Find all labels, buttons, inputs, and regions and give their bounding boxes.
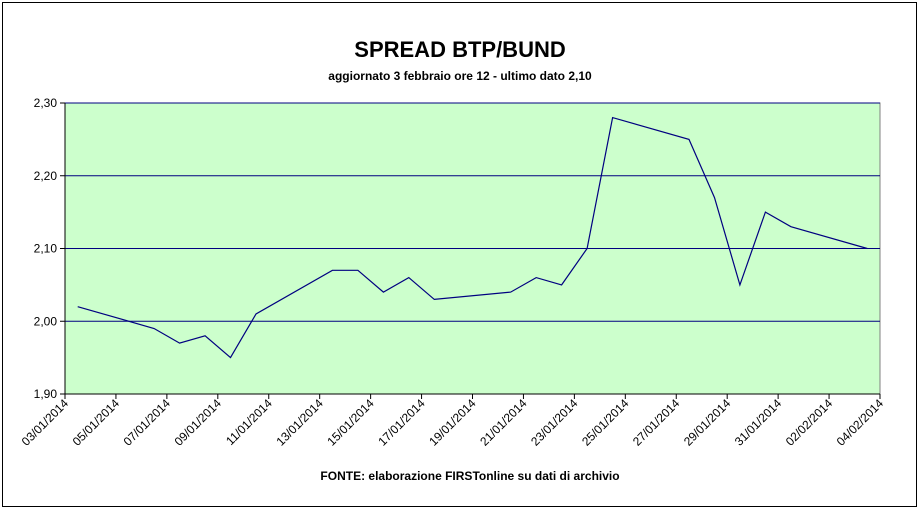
y-tick-label: 2,30: [34, 96, 58, 110]
chart-subtitle: aggiornato 3 febbraio ore 12 - ultimo da…: [328, 69, 592, 83]
chart-title: SPREAD BTP/BUND: [354, 37, 565, 62]
source-note: FONTE: elaborazione FIRSTonline su dati …: [320, 469, 619, 483]
y-tick-label: 2,20: [34, 169, 58, 183]
y-tick-label: 2,00: [34, 314, 58, 328]
y-tick-label: 2,10: [34, 242, 58, 256]
y-tick-label: 1,90: [34, 387, 58, 401]
data-line: [77, 116, 868, 359]
